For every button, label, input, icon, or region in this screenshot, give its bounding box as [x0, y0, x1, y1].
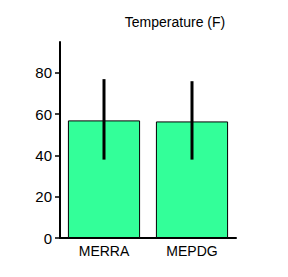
svg-text:20: 20	[35, 188, 52, 205]
svg-text:0: 0	[44, 230, 52, 247]
svg-text:MEPDG: MEPDG	[166, 243, 217, 259]
svg-text:80: 80	[35, 64, 52, 81]
svg-text:40: 40	[35, 147, 52, 164]
svg-text:60: 60	[35, 106, 52, 123]
svg-text:MERRA: MERRA	[79, 243, 130, 259]
svg-text:Temperature (F): Temperature (F)	[125, 14, 225, 30]
